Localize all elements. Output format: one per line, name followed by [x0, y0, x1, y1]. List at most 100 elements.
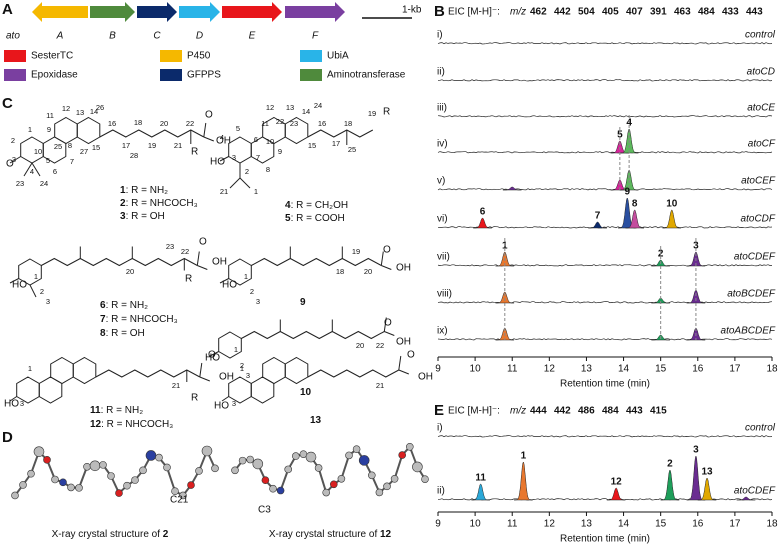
crystal-bond — [166, 467, 176, 492]
compound-id: 8 — [100, 328, 106, 339]
bond — [9, 156, 21, 164]
bond — [219, 156, 229, 162]
bond — [221, 396, 229, 402]
atom-number: 1 — [234, 345, 238, 354]
atom-number: 2 — [11, 136, 15, 145]
compound-r: : R = NH₂ — [126, 185, 169, 196]
mz-value: 484 — [698, 7, 715, 18]
trace-index: viii) — [437, 289, 452, 300]
x-tick-label: 13 — [581, 519, 593, 530]
crystal-atom — [314, 464, 323, 472]
atom-group: O — [383, 245, 391, 256]
eic-label: EIC [M-H]⁻: — [448, 406, 500, 417]
atom-number: 17 — [122, 141, 130, 150]
atom-group: HO — [4, 399, 19, 410]
mz-label: m/z — [510, 406, 526, 417]
atom-number: 18 — [336, 267, 344, 276]
peak — [660, 469, 680, 501]
bond — [199, 376, 210, 382]
peak-label: 13 — [701, 467, 713, 478]
compound-r: : R = OH — [106, 328, 145, 339]
bond — [229, 177, 241, 189]
peak — [471, 483, 490, 501]
peak-label: 9 — [624, 187, 630, 198]
atom-number: 17 — [332, 139, 340, 148]
panel-label: D — [2, 429, 13, 446]
x-axis-title: Retention time (min) — [560, 379, 650, 390]
trace-index: ii) — [437, 486, 445, 497]
crystal-atom — [358, 455, 370, 466]
panel-label: C — [2, 95, 13, 112]
atom-number: 6 — [53, 167, 57, 176]
legend-label: UbiA — [327, 51, 349, 62]
crystal-atom — [179, 491, 187, 500]
bond — [284, 116, 309, 145]
compound-caption: 5: R = COOH — [285, 213, 345, 224]
crystal-atom — [405, 443, 414, 451]
bond — [203, 122, 207, 138]
mz-value: 462 — [530, 7, 547, 18]
scale-label: 1-kb — [402, 5, 422, 16]
crystal-atom — [33, 446, 45, 457]
compound-id: 11 — [90, 405, 101, 416]
compound-caption: 13 — [310, 415, 322, 426]
mz-value: 442 — [554, 7, 571, 18]
crystal-atom — [345, 451, 353, 460]
bond — [76, 116, 101, 145]
bond — [284, 356, 309, 385]
trace-index: ii) — [437, 67, 445, 78]
atom-number: 23 — [16, 179, 24, 188]
crystal-atom — [201, 445, 213, 457]
atom-number: 3 — [20, 399, 24, 408]
bond — [241, 330, 385, 340]
baseline — [437, 435, 773, 438]
atom-group: HO — [205, 353, 220, 364]
legend-swatch — [300, 69, 322, 81]
peak-label: 3 — [693, 241, 699, 252]
compound-id: 6 — [100, 300, 106, 311]
compound-id: 10 — [300, 387, 312, 398]
x-tick-label: 10 — [470, 519, 482, 530]
compound-caption: 6: R = NH₂ — [100, 300, 148, 311]
atom-number: 10 — [34, 147, 42, 156]
x-tick-label: 16 — [692, 519, 704, 530]
atom-number: 2 — [250, 287, 254, 296]
baseline — [437, 338, 773, 341]
atom-number: 3 — [246, 371, 250, 380]
compound-caption: 8: R = OH — [100, 328, 145, 339]
crystal-atom — [83, 462, 91, 471]
bond — [9, 278, 19, 284]
crystal-atom — [261, 476, 270, 484]
trace-name: atoCEF — [741, 176, 776, 187]
x-tick-label: 18 — [766, 519, 778, 530]
mz-value: 463 — [674, 7, 691, 18]
atom-number: 15 — [92, 143, 100, 152]
atom-number: 1 — [254, 187, 258, 196]
crystal-atom — [19, 481, 27, 489]
trace-name: control — [745, 423, 776, 434]
trace-index: iii) — [437, 103, 447, 114]
mz-value: 415 — [650, 406, 667, 417]
compound-caption: 3: R = OH — [120, 211, 165, 222]
atom-group: OH — [212, 257, 227, 268]
atom-number: 20 — [126, 267, 134, 276]
x-tick-label: 10 — [470, 364, 482, 375]
crystal-atom — [367, 471, 376, 480]
baseline — [437, 79, 773, 82]
atom-number: 21 — [172, 381, 180, 390]
crystal-atom — [269, 484, 277, 493]
trace-name: atoBCDEF — [727, 289, 776, 300]
bond — [209, 351, 219, 357]
peak-label: 10 — [666, 199, 678, 210]
atom-group: HO — [222, 280, 237, 291]
peak — [473, 217, 492, 229]
atom-number: 20 — [160, 119, 168, 128]
atom-number: 7 — [70, 157, 74, 166]
x-tick-label: 11 — [507, 364, 518, 375]
bond — [239, 177, 251, 189]
crystal-atom — [238, 456, 247, 465]
gene-label: E — [249, 31, 256, 42]
atom-number: 3 — [232, 399, 236, 408]
crystal-atom — [131, 476, 139, 484]
atom-group: OH — [396, 337, 411, 348]
